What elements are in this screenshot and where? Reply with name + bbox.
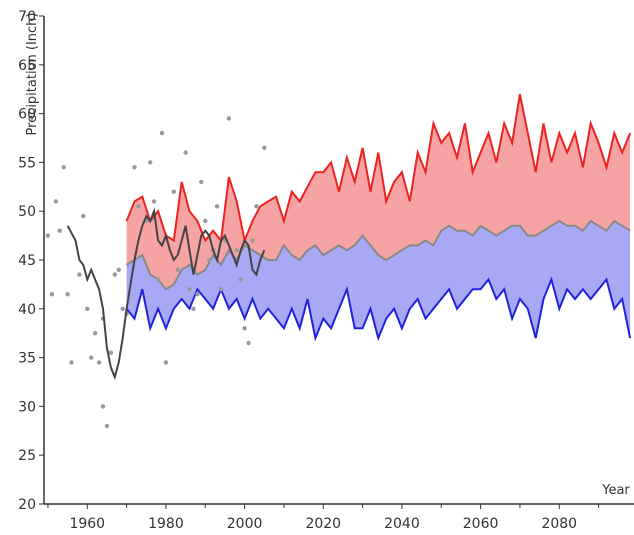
observed-point: [85, 306, 90, 311]
observed-point: [187, 287, 192, 292]
projection-bands: [126, 94, 631, 339]
observed-point: [49, 292, 55, 297]
observed-point: [218, 287, 224, 292]
y-tick-label: 40: [18, 302, 36, 318]
observed-point: [159, 130, 165, 136]
y-tick-label: 60: [18, 107, 36, 123]
x-axis-title: Year: [601, 483, 630, 498]
y-tick-label: 35: [18, 351, 36, 367]
observed-point: [81, 213, 86, 219]
observed-point: [116, 267, 121, 272]
observed-point: [155, 277, 161, 282]
y-tick-label: 50: [18, 204, 36, 220]
y-tick-label: 25: [18, 448, 36, 464]
observed-point: [234, 248, 239, 253]
observed-point: [108, 350, 114, 355]
y-tick-label: 20: [18, 497, 36, 513]
observed-point: [148, 160, 153, 165]
x-tick-label: 2080: [541, 516, 577, 532]
observed-point: [199, 179, 204, 185]
axes: 20 25 30 35 40 45 50 55 60 65 70 1960 1980 2000 2020 20…: [18, 9, 634, 532]
x-tick-label: 2040: [384, 516, 420, 532]
x-tick-label: 2020: [305, 516, 341, 532]
observed-point: [53, 199, 58, 204]
observed-point: [104, 423, 110, 429]
observed-point: [69, 360, 74, 365]
observed-point: [226, 116, 232, 121]
observed-point: [65, 292, 70, 297]
observed-point: [195, 292, 200, 297]
observed-point: [96, 360, 102, 365]
observed-point: [175, 267, 180, 272]
observed-point: [171, 189, 176, 194]
observed-line-group: [66, 207, 266, 381]
x-tick-label: 1980: [148, 516, 184, 532]
high-line: [125, 93, 632, 244]
observed-line: [66, 207, 266, 381]
observed-point: [77, 272, 82, 277]
observed-point: [136, 204, 141, 209]
observed-point: [57, 228, 62, 233]
x-tick-label: 1960: [69, 516, 105, 532]
y-tick-label: 70: [18, 9, 36, 25]
observed-point: [242, 326, 247, 331]
observed-point: [238, 277, 243, 282]
observed-point: [45, 233, 51, 238]
observed-point: [132, 165, 137, 170]
y-tick-label: 45: [18, 253, 36, 269]
y-tick-label: 65: [18, 58, 36, 74]
observed-point: [120, 306, 125, 311]
observed-point: [151, 199, 157, 204]
observed-point: [254, 204, 259, 209]
y-axis-title: Precipitation (Inch): [25, 13, 40, 136]
observed-point: [100, 404, 106, 409]
observed-point: [262, 145, 267, 150]
observed-point: [250, 238, 255, 243]
observed-point: [61, 165, 66, 170]
observed-point: [246, 340, 251, 346]
observed-point: [163, 360, 169, 365]
observed-point: [112, 272, 118, 277]
observed-point: [183, 150, 188, 155]
observed-point: [203, 218, 208, 224]
y-tick-label: 30: [18, 399, 36, 415]
x-tick-label: 2060: [463, 516, 499, 532]
observed-point: [92, 331, 98, 336]
y-tick-label: 55: [18, 155, 36, 171]
low-line: [125, 276, 632, 342]
observed-point: [207, 257, 212, 263]
observed-point: [191, 306, 196, 311]
observed-point: [89, 355, 94, 360]
observed-point: [214, 204, 220, 209]
x-tick-label: 2000: [227, 516, 263, 532]
